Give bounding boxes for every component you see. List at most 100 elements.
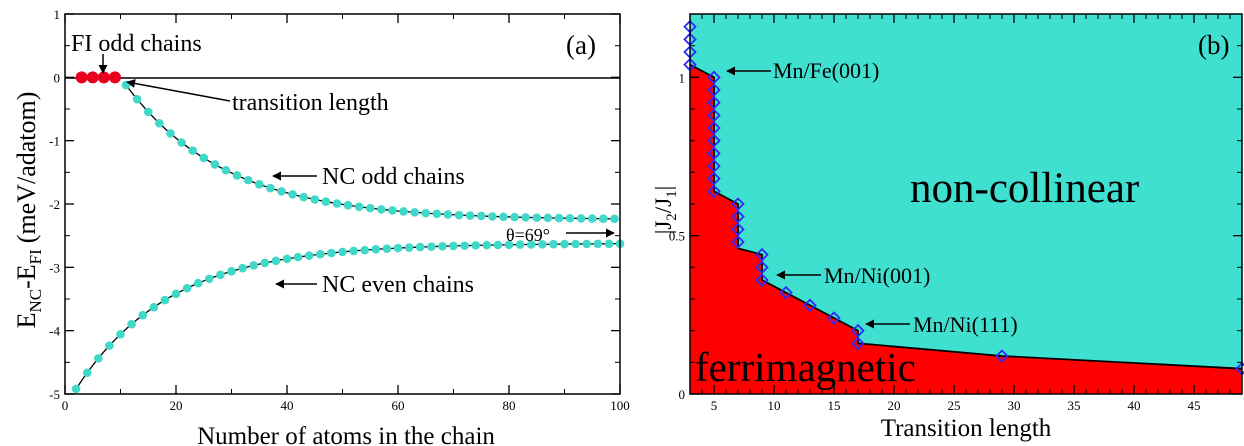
nc-even-chains-point	[205, 274, 214, 284]
boundary-marker	[827, 311, 841, 325]
nc-odd-chains-point	[432, 209, 442, 219]
nc-even-chains-line	[75, 243, 621, 390]
annotation-mn-fe-001: Mn/Fe(001)	[773, 58, 879, 83]
x-tick-label: 5	[711, 398, 718, 413]
nc-odd-chains-point	[576, 214, 586, 223]
nc-odd-chains-point	[443, 210, 453, 219]
nc-odd-chains-point	[343, 200, 353, 210]
boundary-marker	[731, 222, 745, 237]
nc-odd-chains-point	[243, 175, 253, 185]
panel-b-ticks: 5 10 15 20 25 30 35 40 45 0 0.5 1	[669, 13, 1242, 413]
nc-odd-chains-point	[421, 208, 431, 218]
ferrimagnetic-region	[690, 64, 1242, 395]
region-label-ferrimagnetic: ferrimagnetic	[695, 344, 916, 390]
annotation-mn-ni-001: Mn/Ni(001)	[824, 263, 930, 288]
boundary-marker	[707, 95, 721, 110]
nc-odd-chains-point	[288, 190, 297, 199]
nc-even-chains-point	[338, 247, 347, 257]
panel-a-ylabel: ENC-EFI(meV/adatom)	[12, 92, 45, 329]
nc-odd-chains-point	[554, 213, 564, 223]
nc-odd-chains-point	[166, 129, 175, 138]
nc-even-chains-point	[427, 242, 436, 251]
panel-a-series	[71, 71, 625, 394]
x-tick-label: 20	[170, 398, 183, 413]
x-tick-label: 45	[1188, 398, 1201, 413]
nc-even-chains-point	[493, 240, 503, 250]
panel-b-ylabel: |J2/J1|	[651, 186, 680, 235]
nc-odd-chains-point	[188, 146, 197, 155]
nc-odd-chains-point	[155, 118, 164, 128]
nc-even-chains-point	[82, 368, 92, 378]
nc-odd-chains-point	[266, 183, 275, 193]
boundary-marker	[755, 247, 769, 262]
nc-even-chains-point	[504, 240, 514, 250]
nc-even-chains-point	[238, 263, 247, 273]
x-tick-label: 60	[392, 398, 405, 413]
nc-even-chains-point	[94, 354, 103, 363]
boundary-marker	[731, 209, 745, 224]
x-tick-label: 0	[62, 398, 69, 413]
nc-even-chains-point	[538, 240, 547, 249]
boundary-marker	[995, 349, 1009, 363]
nc-even-chains-point	[282, 254, 292, 264]
panel-b-label: (b)	[1198, 30, 1229, 60]
x-tick-label: 25	[948, 398, 961, 413]
nc-odd-chains-point	[521, 213, 530, 222]
nc-odd-chains-point	[299, 192, 308, 202]
nc-odd-chains-point	[143, 107, 153, 117]
nc-odd-chains-point	[499, 212, 508, 222]
nc-odd-chains-point	[177, 138, 186, 147]
nc-odd-chains-point	[332, 199, 342, 208]
nc-odd-chains-point	[254, 180, 264, 189]
nc-even-chains-point	[127, 319, 136, 329]
nc-odd-chains-point	[321, 197, 331, 206]
annotation-nc-even-chains: NC even chains	[322, 272, 474, 298]
x-tick-label: 10	[768, 398, 781, 413]
y-tick-label: -3	[49, 260, 60, 275]
fi-odd-chains-point	[97, 71, 110, 84]
nc-even-chains-point	[149, 302, 159, 312]
y-tick-label: -1	[49, 134, 60, 149]
nc-odd-chains-point	[510, 212, 519, 222]
nc-odd-chains-point	[388, 206, 397, 215]
nc-even-chains-point	[105, 341, 114, 350]
nc-odd-chains-point	[565, 213, 575, 223]
nc-even-chains-point	[182, 283, 192, 293]
nc-odd-chains-point	[377, 205, 386, 214]
nc-odd-chains-point	[399, 207, 408, 216]
boundary-marker	[707, 146, 721, 161]
y-tick-label: 0.5	[669, 229, 685, 244]
annotation-transition-length: transition length	[232, 90, 389, 116]
nc-even-chains-point	[271, 256, 281, 266]
nc-even-chains-point	[293, 252, 303, 262]
nc-odd-chains-point	[410, 208, 419, 217]
nc-even-chains-point	[71, 384, 81, 394]
nc-even-chains-point	[604, 239, 614, 249]
nc-odd-chains-point	[599, 214, 608, 223]
annotation-theta: θ=69°	[506, 225, 550, 245]
nc-even-chains-point	[415, 242, 425, 252]
nc-even-chains-point	[260, 258, 270, 268]
y-tick-label: -2	[49, 197, 60, 212]
nc-even-chains-point	[549, 239, 558, 249]
nc-even-chains-point	[438, 241, 447, 251]
y-tick-label: 0	[679, 387, 686, 402]
nc-even-chains-point	[249, 261, 258, 270]
boundary-marker	[803, 298, 817, 313]
nc-odd-chains-point	[277, 187, 286, 196]
boundary-marker	[707, 83, 721, 97]
annotation-transition-length-arrow	[126, 79, 231, 102]
x-tick-label: 100	[610, 398, 630, 413]
boundary-marker	[707, 108, 721, 123]
y-tick-label: -4	[49, 324, 60, 339]
annotation-fi-odd-chains: FI odd chains	[71, 31, 202, 57]
fi-odd-chains-point	[86, 71, 99, 84]
nc-even-chains-point	[193, 278, 203, 288]
boundary-marker	[755, 260, 769, 275]
panel-b-xlabel: Transition length	[881, 415, 1052, 442]
boundary-marker	[707, 133, 721, 148]
nc-even-chains-point	[216, 270, 225, 280]
nc-even-chains-point	[349, 246, 358, 256]
nc-even-chains-point	[304, 251, 314, 260]
